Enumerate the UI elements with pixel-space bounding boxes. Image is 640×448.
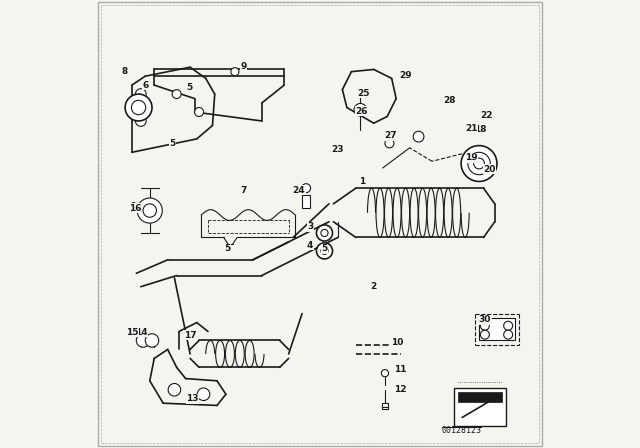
Circle shape — [474, 158, 484, 169]
Text: 5: 5 — [186, 83, 192, 92]
Text: 25: 25 — [358, 89, 370, 98]
Circle shape — [137, 198, 163, 223]
Circle shape — [136, 89, 146, 99]
Bar — [458, 392, 502, 402]
Circle shape — [481, 321, 490, 330]
Circle shape — [172, 90, 181, 99]
Text: 15: 15 — [127, 328, 139, 337]
Circle shape — [136, 334, 150, 347]
Circle shape — [168, 383, 180, 396]
Circle shape — [131, 100, 146, 115]
Circle shape — [301, 184, 310, 193]
Bar — [382, 403, 388, 407]
Text: 17: 17 — [184, 331, 196, 340]
Circle shape — [413, 131, 424, 142]
Circle shape — [321, 247, 328, 254]
Text: 6: 6 — [130, 202, 136, 211]
Text: 24: 24 — [292, 186, 305, 195]
Circle shape — [145, 334, 159, 347]
FancyBboxPatch shape — [99, 2, 541, 446]
Circle shape — [195, 108, 204, 116]
Circle shape — [143, 204, 157, 217]
Circle shape — [461, 146, 497, 181]
Text: 6: 6 — [142, 81, 148, 90]
Circle shape — [321, 229, 328, 237]
Circle shape — [136, 116, 146, 126]
Text: 23: 23 — [332, 145, 344, 154]
Circle shape — [481, 330, 490, 339]
Circle shape — [468, 152, 490, 175]
Text: 28: 28 — [443, 96, 455, 105]
Text: 10: 10 — [391, 338, 403, 347]
Text: 1: 1 — [360, 177, 365, 186]
Circle shape — [316, 243, 333, 259]
Text: 27: 27 — [384, 131, 397, 140]
Circle shape — [381, 370, 388, 377]
Circle shape — [231, 68, 239, 76]
Bar — [302, 195, 310, 208]
Bar — [479, 318, 515, 340]
Text: 3: 3 — [307, 222, 313, 231]
Text: 13: 13 — [186, 394, 199, 403]
Circle shape — [197, 388, 210, 401]
Text: 4: 4 — [307, 241, 314, 250]
Text: 26: 26 — [355, 107, 367, 116]
Circle shape — [504, 321, 513, 330]
Text: 14: 14 — [136, 328, 148, 337]
Text: 21: 21 — [465, 124, 477, 133]
Text: 9: 9 — [241, 62, 247, 71]
Bar — [382, 407, 388, 409]
Text: 5: 5 — [321, 244, 328, 253]
Text: 11: 11 — [394, 365, 406, 374]
Text: 19: 19 — [465, 153, 477, 162]
Text: 16: 16 — [129, 204, 141, 213]
Circle shape — [504, 330, 513, 339]
Text: 22: 22 — [481, 111, 493, 120]
Text: 7: 7 — [241, 186, 247, 195]
Text: 30: 30 — [479, 315, 491, 324]
Circle shape — [316, 225, 333, 241]
Text: 5: 5 — [224, 244, 230, 253]
Text: 18: 18 — [474, 125, 486, 134]
Circle shape — [385, 139, 394, 148]
Text: 2: 2 — [371, 282, 377, 291]
Text: 12: 12 — [394, 385, 406, 394]
Text: 29: 29 — [400, 71, 412, 80]
Bar — [454, 388, 506, 426]
Circle shape — [125, 94, 152, 121]
Text: 20: 20 — [483, 165, 495, 174]
Text: 5: 5 — [169, 139, 175, 148]
Circle shape — [354, 103, 367, 116]
Text: 8: 8 — [121, 67, 127, 76]
Text: 00128123: 00128123 — [441, 426, 481, 435]
